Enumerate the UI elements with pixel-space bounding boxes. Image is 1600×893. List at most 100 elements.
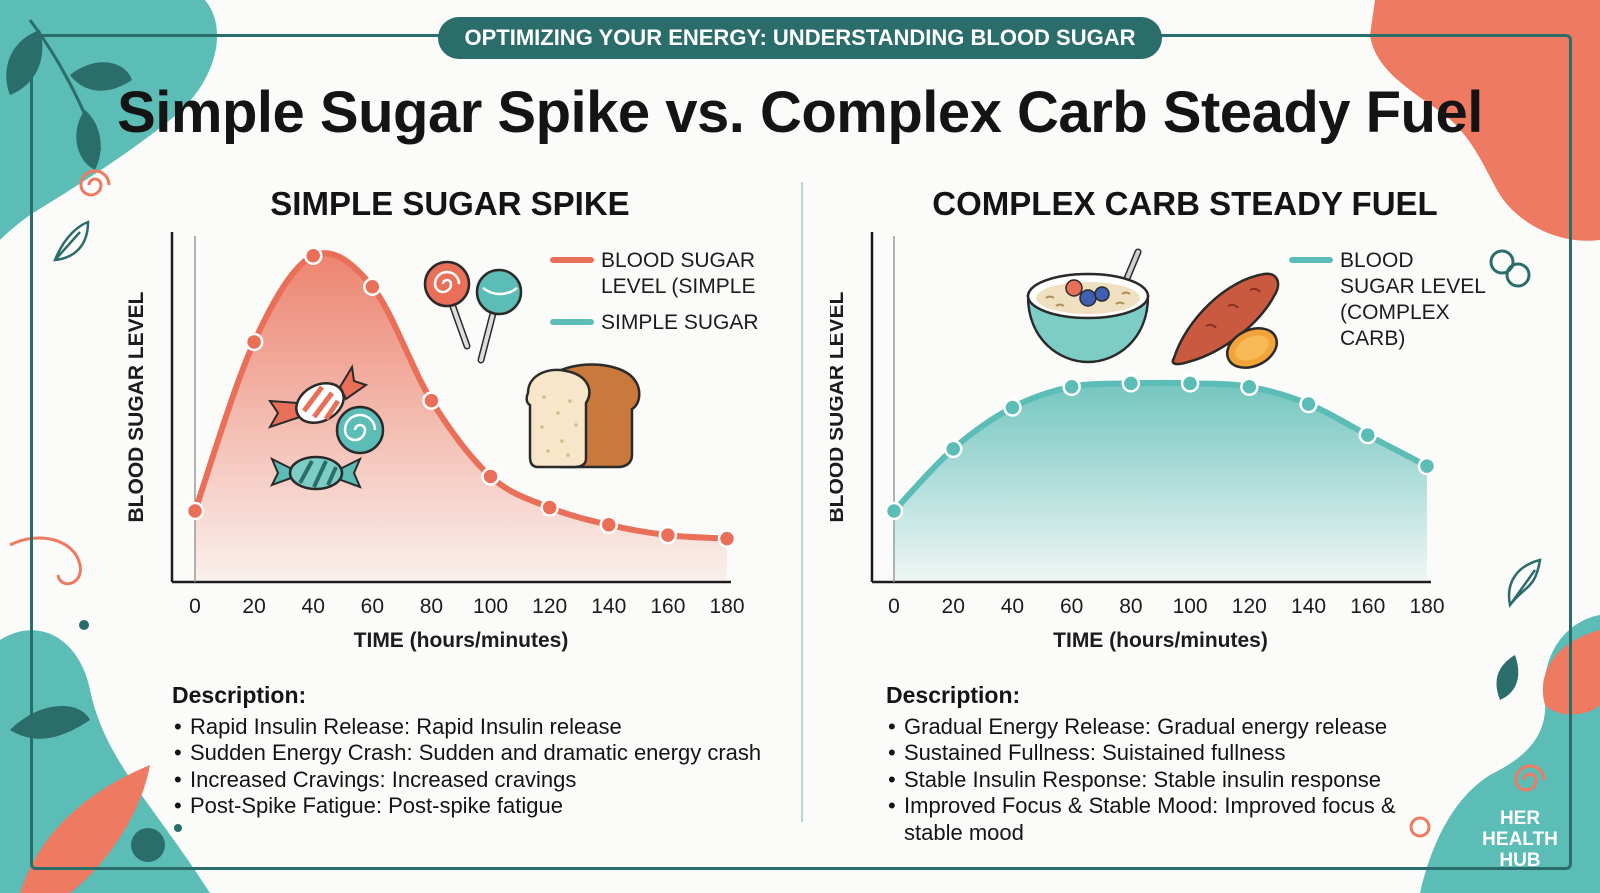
x-tick-label: 160 [1350, 595, 1385, 618]
description-item: Rapid Insulin Release: Rapid Insulin rel… [172, 714, 792, 741]
leaf-outline-icon [1507, 558, 1542, 608]
left-chart-title: SIMPLE SUGAR SPIKE [270, 185, 630, 222]
legend-label: (COMPLEX [1340, 301, 1450, 324]
leaf-small-right-icon [1496, 655, 1519, 700]
x-tick-label: 0 [189, 595, 201, 618]
data-point [363, 277, 382, 296]
page-title: Simple Sugar Spike vs. Complex Carb Stea… [117, 80, 1483, 145]
area-fill [894, 382, 1427, 580]
data-point [1417, 456, 1437, 476]
data-point [884, 501, 904, 521]
data-point [1299, 394, 1318, 414]
description-heading: Description: [172, 682, 307, 708]
x-axis-label: TIME (hours/minutes) [354, 629, 569, 652]
brand-logo: HER HEALTH HUB [1480, 808, 1560, 871]
data-point [658, 525, 678, 545]
description-item: Sustained Fullness: Suistained fullness [886, 740, 1416, 767]
x-tick-label: 60 [1060, 595, 1083, 618]
y-axis-label: BLOOD SUGAR LEVEL [830, 291, 848, 522]
description-heading: Description: [886, 682, 1021, 708]
data-point [599, 515, 619, 535]
data-point [244, 332, 264, 352]
description-item: Improved Focus & Stable Mood: Improved f… [886, 793, 1416, 846]
data-point [422, 391, 441, 410]
data-point [1240, 377, 1259, 397]
description-list: Rapid Insulin Release: Rapid Insulin rel… [172, 714, 792, 820]
swirl-icon [79, 169, 111, 197]
topic-banner: OPTIMIZING YOUR ENERGY: UNDERSTANDING BL… [438, 17, 1162, 59]
data-point [481, 467, 500, 486]
simple-sugar-chart: 0 20 40 60 80 100 120 140 160 180 TIME (hours/minu… [125, 232, 759, 652]
area-fill [195, 253, 727, 581]
candy-icon [267, 364, 385, 491]
description-item: Post-Spike Fatigue: Post-spike fatigue [172, 793, 792, 820]
x-tick-label: 180 [709, 595, 744, 618]
x-tick-label: 140 [1291, 595, 1326, 618]
data-point [1003, 398, 1022, 417]
x-tick-label: 40 [1001, 595, 1024, 618]
legend-label: BLOOD SUGAR [601, 249, 755, 272]
x-tick-label: 140 [591, 595, 626, 618]
leaf-outline-icon [53, 220, 90, 262]
right-description: Description: Gradual Energy Release: Gra… [886, 682, 1416, 846]
x-tick-label: 40 [302, 595, 325, 618]
x-tick-label: 160 [650, 595, 685, 618]
legend-label: CARB) [1340, 327, 1405, 350]
legend-label: SIMPLE SUGAR [601, 311, 759, 334]
data-point [540, 498, 559, 517]
ring-icon [1505, 262, 1531, 288]
dot-icon [79, 620, 89, 630]
x-tick-label: 0 [888, 595, 900, 618]
data-point [185, 501, 205, 521]
description-item: Sudden Energy Crash: Sudden and dramatic… [172, 740, 792, 767]
corner-blob-top-left [0, 0, 218, 240]
dot-icon [174, 824, 182, 832]
y-axis-label: BLOOD SUGAR LEVEL [125, 291, 148, 522]
x-tick-label: 80 [1119, 595, 1142, 618]
x-tick-label: 100 [473, 595, 508, 618]
leaf-cluster-icon [6, 19, 132, 170]
legend-label: SUGAR LEVEL [1340, 275, 1486, 298]
data-point [1121, 374, 1141, 393]
data-point [943, 439, 963, 459]
right-chart-title: COMPLEX CARB STEADY FUEL [932, 185, 1438, 222]
lollipop-icon [423, 260, 523, 364]
x-tick-label: 20 [942, 595, 965, 618]
brand-line: HEALTH [1482, 829, 1558, 850]
description-item: Gradual Energy Release: Gradual energy r… [886, 714, 1416, 741]
series-line [891, 379, 1429, 514]
x-tick-label: 180 [1409, 595, 1444, 618]
leaf-bottom-left-icon [20, 765, 150, 893]
x-tick-label: 20 [242, 595, 265, 618]
left-description: Description: Rapid Insulin Release: Rapi… [172, 682, 792, 820]
corner-blob-bottom-left [0, 630, 210, 893]
x-tick-label: 120 [532, 595, 567, 618]
data-point [1180, 374, 1200, 393]
brand-line: HUB [1499, 850, 1541, 871]
x-tick-label: 100 [1173, 595, 1208, 618]
data-point [303, 246, 323, 265]
bread-icon [525, 363, 641, 469]
data-point [1062, 377, 1081, 397]
description-item: Stable Insulin Response: Stable insulin … [886, 767, 1416, 794]
x-tick-label: 60 [361, 595, 384, 618]
brand-line: HER [1499, 808, 1541, 829]
complex-carb-chart: 0 20 40 60 80 100 120 140 160 180 TIME (hours/minu… [830, 232, 1486, 652]
curl-icon [9, 536, 82, 586]
legend-label: BLOOD [1340, 249, 1414, 272]
legend-label: LEVEL (SIMPLE [601, 275, 755, 298]
x-axis-label: TIME (hours/minutes) [1053, 629, 1268, 652]
description-list: Gradual Energy Release: Gradual energy r… [886, 714, 1416, 847]
dot-icon [131, 828, 165, 862]
ring-icon [1489, 249, 1515, 275]
data-point [717, 529, 737, 548]
swirl-icon [1514, 764, 1546, 792]
sweet-potato-icon [1171, 272, 1280, 369]
corner-blob-top-right [1370, 0, 1600, 241]
oatmeal-bowl-icon [1026, 248, 1150, 364]
description-item: Increased Cravings: Increased cravings [172, 767, 792, 794]
x-tick-label: 80 [420, 595, 443, 618]
coral-accent-blob [1542, 630, 1600, 715]
data-point [1358, 425, 1378, 445]
panel-divider [801, 182, 803, 822]
